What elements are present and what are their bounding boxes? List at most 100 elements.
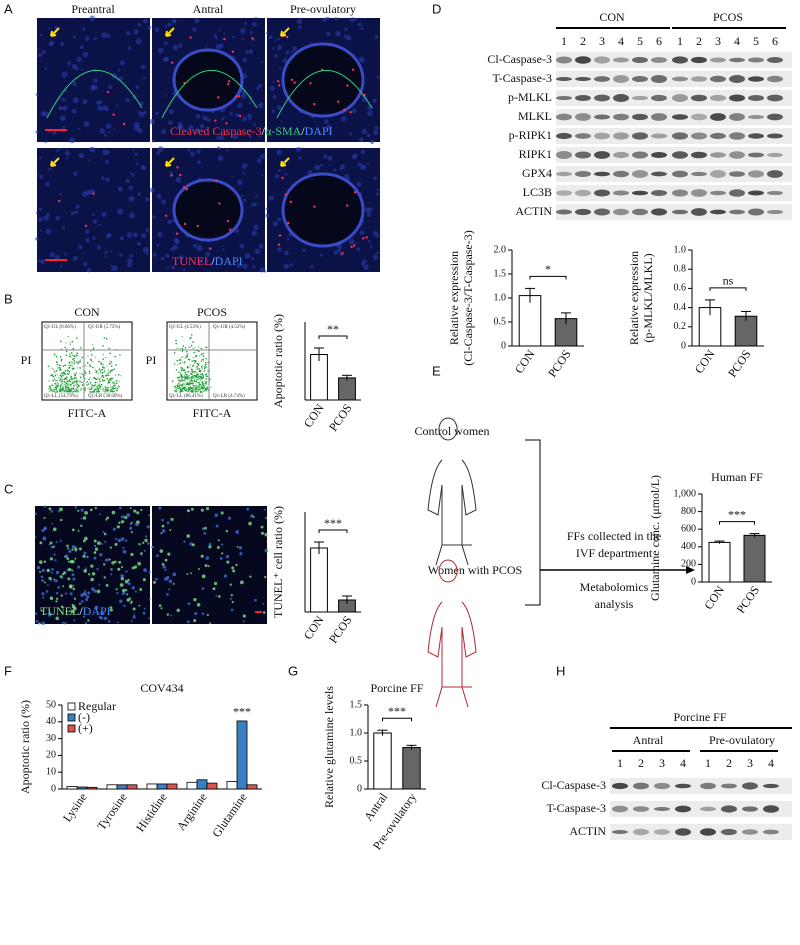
- event-dot: [180, 373, 182, 376]
- blot-strip: [610, 801, 792, 817]
- cell-dot: [69, 559, 74, 564]
- y-axis-label: (p-MLKL/MLKL): [641, 253, 655, 342]
- event-dot: [60, 358, 63, 361]
- nucleus-texture: [215, 36, 218, 40]
- blot-band: [710, 152, 726, 158]
- event-dot: [97, 390, 100, 393]
- nucleus-texture: [35, 130, 39, 134]
- event-dot: [175, 369, 178, 371]
- event-dot: [67, 381, 70, 383]
- event-dot: [71, 368, 74, 370]
- event-dot: [186, 388, 189, 390]
- blot-band: [691, 113, 707, 121]
- event-dot: [201, 386, 203, 388]
- event-dot: [53, 353, 56, 356]
- cell-dot: [73, 619, 76, 622]
- event-dot: [203, 367, 206, 370]
- event-dot: [186, 370, 189, 373]
- nucleus-texture: [257, 83, 263, 89]
- event-dot: [67, 388, 70, 390]
- event-dot: [113, 384, 115, 387]
- nucleus-texture: [268, 35, 273, 40]
- cell-dot: [160, 532, 163, 535]
- blot-band: [613, 57, 629, 63]
- cell-dot: [142, 578, 146, 582]
- bar: [708, 541, 731, 583]
- cell-dot: [225, 554, 230, 559]
- cell-dot: [239, 580, 244, 585]
- blot-band: [710, 57, 726, 63]
- event-dot: [195, 379, 198, 381]
- event-dot: [184, 357, 187, 360]
- event-dot: [60, 372, 63, 375]
- bar: [338, 377, 356, 401]
- nucleus-texture: [235, 113, 240, 118]
- cell-dot: [50, 571, 53, 574]
- event-dot: [65, 385, 67, 387]
- significance: ***: [324, 516, 342, 530]
- cell-dot: [193, 618, 197, 623]
- cell-dot: [168, 588, 171, 591]
- cell-dot: [48, 543, 51, 546]
- blot-band: [748, 190, 764, 196]
- event-dot: [76, 389, 79, 391]
- event-dot: [66, 380, 69, 382]
- cell-dot: [52, 545, 55, 548]
- nucleus-texture: [125, 178, 130, 183]
- cell-dot: [186, 573, 189, 575]
- lane-label: 3: [747, 756, 753, 770]
- nucleus-texture: [219, 43, 224, 49]
- event-dot: [72, 381, 75, 384]
- blot-row-label: LC3B: [523, 185, 552, 199]
- event-dot: [65, 378, 67, 381]
- event-dot: [193, 362, 196, 365]
- blot-band: [767, 75, 783, 83]
- event-dot: [110, 377, 113, 380]
- cell-dot: [264, 575, 267, 579]
- cell-dot: [230, 608, 234, 612]
- cell-dot: [87, 591, 91, 595]
- event-dot: [191, 360, 194, 362]
- bar: [146, 783, 158, 790]
- nucleus-texture: [145, 197, 150, 202]
- y-axis-label: Glutamine conc. (μmol/L): [648, 475, 662, 601]
- cell-dot: [68, 549, 72, 553]
- nucleus-texture: [218, 135, 224, 141]
- cell-dot: [249, 575, 252, 578]
- event-dot: [181, 379, 184, 382]
- cell-dot: [39, 541, 43, 545]
- nucleus-texture: [104, 255, 108, 258]
- nucleus-texture: [348, 238, 355, 245]
- x-tick-label: CON: [512, 347, 538, 376]
- event-dot: [60, 389, 62, 391]
- event-dot: [192, 365, 194, 367]
- cell-dot: [119, 599, 123, 603]
- event-dot: [91, 354, 93, 356]
- blot-row-label: Cl-Caspase-3: [487, 52, 552, 66]
- blot-band: [654, 782, 670, 790]
- cell-dot: [155, 577, 158, 581]
- event-dot: [65, 350, 68, 353]
- event-dot: [201, 387, 204, 390]
- event-dot: [88, 372, 91, 375]
- x-tick-label: CON: [301, 613, 327, 642]
- nucleus-texture: [251, 22, 257, 27]
- nucleus-texture: [36, 173, 40, 176]
- nucleus-texture: [76, 56, 82, 63]
- event-dot: [48, 380, 50, 382]
- event-dot: [197, 346, 200, 348]
- cell-dot: [138, 543, 141, 546]
- nucleus-texture: [156, 243, 160, 247]
- significance-bracket: [382, 717, 412, 722]
- event-dot: [55, 361, 58, 363]
- nucleus-texture: [44, 181, 50, 187]
- blot-band: [691, 189, 707, 197]
- event-dot: [79, 380, 81, 383]
- cell-dot: [130, 521, 133, 525]
- nucleus-texture: [38, 207, 43, 212]
- nucleus-texture: [167, 219, 173, 224]
- signal-dot: [293, 81, 296, 84]
- nucleus-texture: [202, 115, 208, 121]
- event-dot: [89, 376, 92, 379]
- y-tick-label: 0: [51, 783, 56, 794]
